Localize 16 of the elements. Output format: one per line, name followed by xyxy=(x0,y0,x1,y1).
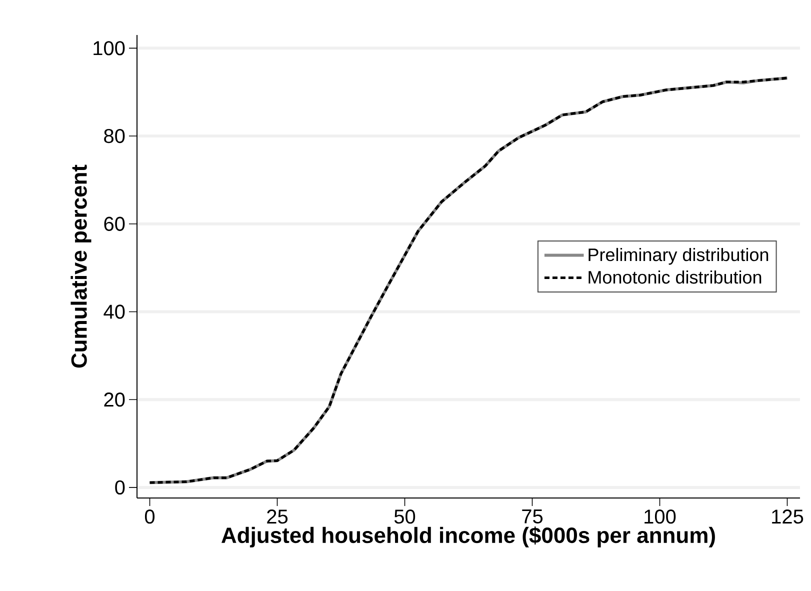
x-tick-label: 100 xyxy=(644,510,676,524)
y-tick-label: 0 xyxy=(115,480,125,495)
x-tick-label: 25 xyxy=(267,510,288,524)
x-tick-label: 75 xyxy=(522,510,543,524)
y-axis-title: Cumulative percent xyxy=(70,164,92,368)
y-tick-label: 20 xyxy=(104,392,125,407)
x-tick-label: 50 xyxy=(394,510,416,524)
x-tick-label: 125 xyxy=(772,510,804,524)
legend-label: Preliminary distribution xyxy=(588,248,768,265)
y-tick-label: 40 xyxy=(104,304,125,319)
x-tick-label: 0 xyxy=(144,510,155,524)
legend-label: Monotonic distribution xyxy=(588,270,762,284)
y-tick-label: 60 xyxy=(104,216,125,231)
y-tick-label: 80 xyxy=(104,128,125,144)
y-tick-label: 100 xyxy=(94,41,125,56)
x-axis-title: Adjusted household income ($000s per annum) xyxy=(222,526,715,548)
